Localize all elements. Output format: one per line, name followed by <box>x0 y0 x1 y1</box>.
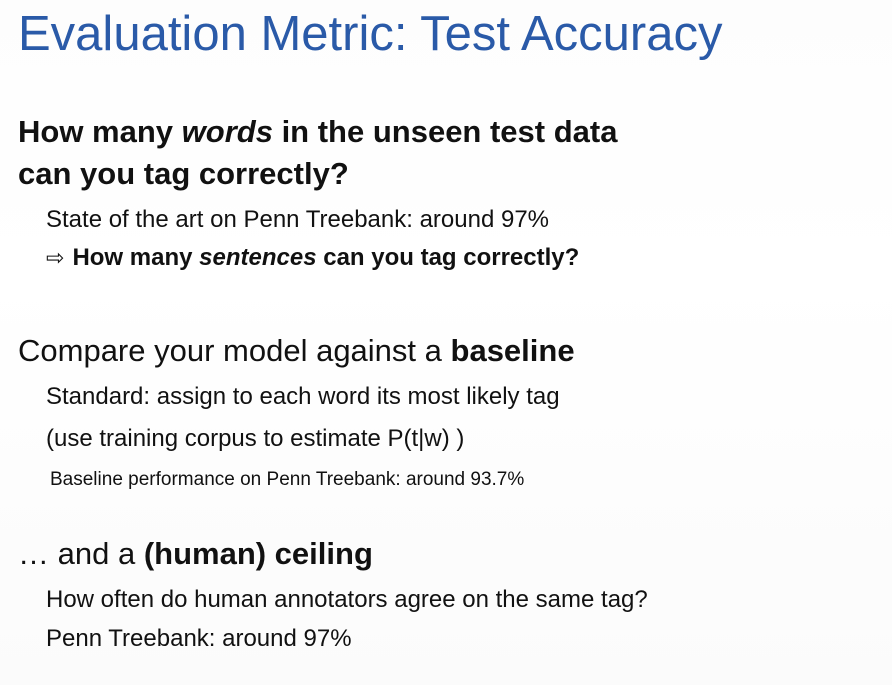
right-arrow-icon: ⇨ <box>46 245 65 270</box>
penn-treebank-line: Penn Treebank: around 97% <box>46 625 352 652</box>
use-training-line: (use training corpus to estimate P(t|w) … <box>46 425 465 452</box>
compare-bold: baseline <box>450 333 575 368</box>
slide-title: Evaluation Metric: Test Accuracy <box>18 7 723 61</box>
question-words-line2: can you tag correctly? <box>18 156 349 191</box>
question-words-text-1: How many <box>18 114 182 149</box>
question-words-text-2: in the unseen test data <box>272 114 618 149</box>
ceiling-bold: (human) ceiling <box>143 536 373 571</box>
sota-line: State of the art on Penn Treebank: aroun… <box>46 206 550 233</box>
standard-line: Standard: assign to each word its most l… <box>46 383 560 410</box>
question-words-emphasis: words <box>181 114 273 149</box>
sentences-text-1: How many <box>72 244 200 271</box>
question-words-line1: How many words in the unseen test data <box>18 114 617 150</box>
compare-text: Compare your model against a <box>18 333 451 368</box>
baseline-performance-line: Baseline performance on Penn Treebank: a… <box>50 469 525 490</box>
sentences-line: ⇨ How many sentences can you tag correctl… <box>46 244 579 272</box>
sentences-text-2: can you tag correctly? <box>316 244 580 271</box>
compare-line: Compare your model against a baseline <box>18 333 575 369</box>
how-often-line: How often do human annotators agree on t… <box>46 586 648 613</box>
sentences-emphasis: sentences <box>199 244 317 271</box>
ceiling-line: … and a (human) ceiling <box>18 536 373 572</box>
ceiling-text: … and a <box>18 536 144 571</box>
